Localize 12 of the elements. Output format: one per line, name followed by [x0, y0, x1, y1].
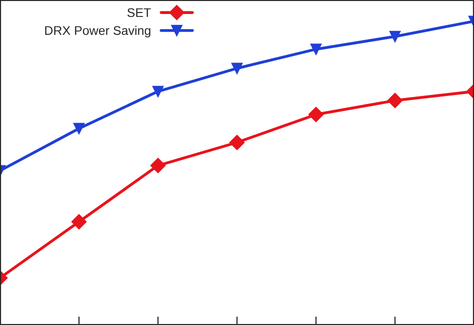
- point: [73, 122, 85, 134]
- point: [387, 92, 403, 108]
- point: [389, 30, 401, 42]
- point: [150, 158, 166, 174]
- point: [71, 214, 87, 230]
- point: [152, 86, 164, 97]
- point: [310, 44, 322, 55]
- point: [308, 106, 324, 122]
- point: [231, 62, 243, 74]
- legend-label: SET: [127, 8, 151, 18]
- point: [229, 134, 245, 150]
- legend-label: DRX Power Saving: [45, 26, 150, 38]
